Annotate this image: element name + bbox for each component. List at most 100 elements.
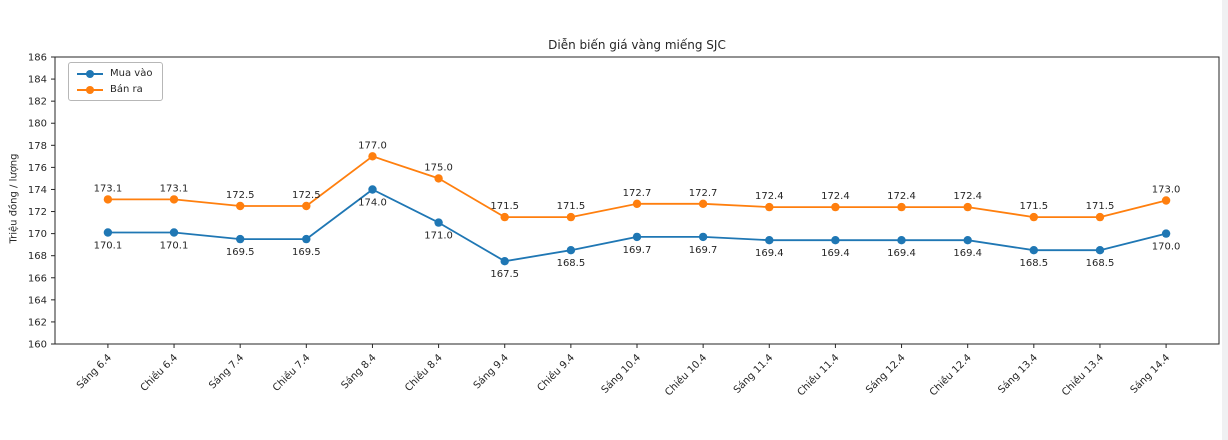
data-point-label: 170.1 (94, 241, 123, 252)
data-point-label: 171.0 (424, 231, 453, 242)
data-point-label: 177.0 (358, 140, 387, 151)
data-point-marker (897, 236, 906, 245)
data-point-label: 169.4 (953, 248, 982, 259)
y-axis-label: Triệu đồng / lượng (8, 153, 20, 244)
y-tick-label: 164 (28, 295, 47, 306)
data-point-marker (434, 174, 443, 183)
data-point-label: 168.5 (1086, 258, 1115, 269)
data-point-label: 167.5 (490, 269, 519, 280)
data-point-marker (103, 228, 113, 237)
data-point-marker (632, 199, 642, 208)
legend-label-ban-ra: Bán ra (110, 84, 143, 95)
data-point-marker (169, 228, 179, 237)
data-point-label: 171.5 (1086, 201, 1115, 212)
data-point-marker (302, 234, 311, 244)
y-tick-label: 184 (28, 75, 47, 86)
data-point-label: 171.5 (490, 201, 519, 212)
y-tick-label: 162 (28, 317, 47, 328)
data-point-label: 172.4 (953, 191, 982, 202)
data-point-marker (1161, 196, 1171, 205)
data-point-label: 171.5 (1019, 201, 1048, 212)
data-point-marker (1095, 212, 1105, 222)
data-point-marker (831, 236, 840, 245)
chart-title: Diễn biến giá vàng miếng SJC (548, 38, 726, 52)
data-point-label: 173.1 (94, 183, 123, 194)
data-point-label: 169.4 (887, 248, 916, 259)
data-point-marker (103, 195, 113, 204)
data-point-label: 175.0 (424, 162, 453, 173)
x-tick-label: Sáng 6.4 (74, 352, 114, 392)
data-point-label: 169.7 (623, 245, 652, 256)
sell-series-swatch-icon (77, 85, 103, 94)
data-point-marker (765, 202, 774, 212)
data-point-marker (169, 195, 179, 204)
data-point-marker (566, 212, 576, 222)
y-tick-label: 170 (28, 229, 47, 240)
data-point-label: 168.5 (1019, 258, 1048, 269)
x-tick-label: Chiều 8.4 (403, 352, 445, 394)
legend: Mua vào Bán ra (68, 62, 164, 101)
data-point-marker (566, 246, 576, 255)
data-point-label: 172.4 (755, 191, 784, 202)
data-point-label: 169.5 (292, 247, 321, 258)
data-point-label: 172.5 (292, 190, 321, 201)
data-point-label: 172.4 (821, 191, 850, 202)
x-tick-label: Sáng 14.4 (1128, 352, 1172, 396)
x-tick-label: Sáng 12.4 (863, 352, 907, 396)
data-point-marker (368, 152, 377, 161)
legend-item-mua-vao: Mua vào (77, 68, 152, 79)
data-point-marker (963, 236, 972, 245)
data-point-label: 174.0 (358, 198, 387, 209)
legend-label-mua-vao: Mua vào (110, 68, 153, 79)
y-tick-label: 160 (28, 340, 47, 351)
x-tick-label: Chiều 10.4 (663, 352, 710, 399)
data-point-label: 169.4 (821, 248, 850, 259)
x-tick-label: Sáng 8.4 (339, 352, 379, 392)
data-point-label: 170.1 (160, 241, 189, 252)
y-tick-label: 176 (28, 163, 47, 174)
data-point-marker (1095, 246, 1105, 255)
x-tick-label: Chiều 7.4 (270, 352, 312, 394)
y-tick-label: 174 (28, 185, 47, 196)
data-point-label: 172.7 (623, 188, 652, 199)
data-point-marker (236, 201, 245, 211)
legend-item-ban-ra: Bán ra (77, 84, 152, 95)
data-point-label: 169.4 (755, 248, 784, 259)
data-point-marker (765, 236, 774, 245)
data-point-label: 173.0 (1152, 185, 1181, 196)
data-point-marker (698, 232, 708, 242)
x-tick-label: Chiều 9.4 (535, 352, 577, 394)
x-tick-label: Sáng 11.4 (731, 352, 775, 396)
data-point-marker (698, 199, 708, 208)
y-tick-label: 178 (28, 141, 47, 152)
data-point-label: 169.5 (226, 247, 255, 258)
data-point-marker (236, 234, 245, 244)
data-point-label: 171.5 (557, 201, 586, 212)
data-point-label: 172.7 (689, 188, 718, 199)
x-tick-label: Sáng 7.4 (207, 352, 247, 392)
data-point-marker (500, 212, 509, 222)
x-tick-label: Chiều 12.4 (927, 352, 974, 399)
y-tick-label: 166 (28, 273, 47, 284)
x-tick-label: Chiều 13.4 (1059, 352, 1106, 399)
y-tick-label: 186 (28, 53, 47, 64)
data-point-label: 170.0 (1152, 242, 1181, 253)
data-point-marker (1161, 229, 1171, 238)
data-point-label: 173.1 (160, 183, 189, 194)
buy-series-swatch-icon (77, 69, 103, 78)
y-tick-label: 168 (28, 251, 47, 262)
data-point-marker (302, 201, 311, 211)
y-tick-label: 172 (28, 207, 47, 218)
x-tick-label: Chiều 6.4 (138, 352, 180, 394)
data-point-label: 168.5 (557, 258, 586, 269)
data-point-marker (963, 202, 972, 212)
data-point-marker (897, 202, 906, 212)
y-tick-label: 180 (28, 119, 47, 130)
data-point-marker (1029, 246, 1039, 255)
x-tick-label: Chiều 11.4 (795, 352, 842, 399)
data-point-marker (1029, 212, 1039, 222)
data-point-marker (368, 185, 377, 194)
scrollbar-track[interactable] (1222, 0, 1228, 440)
